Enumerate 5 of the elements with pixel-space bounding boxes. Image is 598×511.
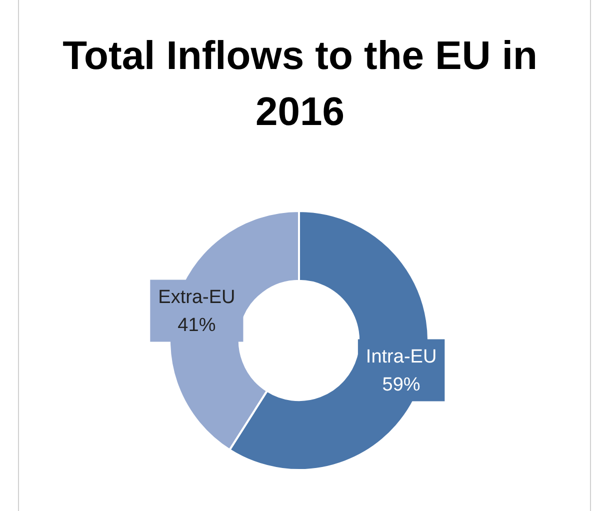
slice-label: Intra-EU bbox=[366, 346, 437, 368]
slice-label: Extra-EU bbox=[158, 287, 236, 308]
data-label: 41% bbox=[178, 315, 216, 336]
chart-title: Total Inflows to the EU in 2016 bbox=[62, 33, 538, 136]
data-label: 59% bbox=[382, 374, 420, 396]
